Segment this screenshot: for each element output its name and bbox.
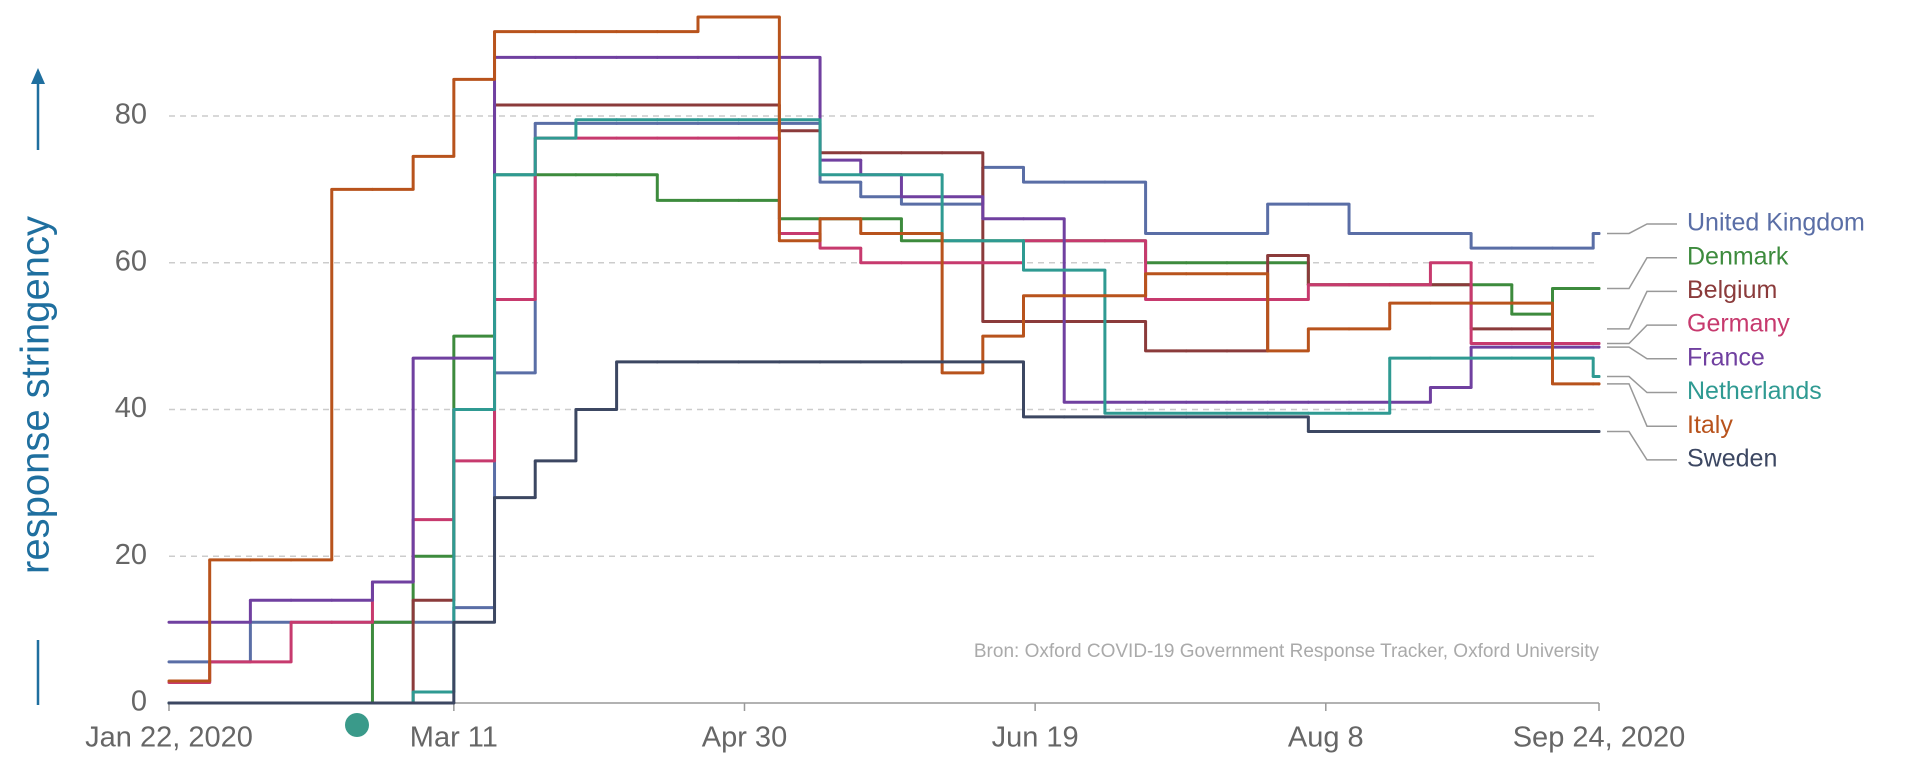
legend-label: Denmark bbox=[1687, 242, 1789, 270]
legend-label: Belgium bbox=[1687, 276, 1777, 304]
legend-label: France bbox=[1687, 343, 1765, 371]
series-line bbox=[167, 15, 1601, 683]
y-tick-label: 80 bbox=[115, 99, 147, 131]
series-line bbox=[167, 136, 1601, 684]
legend-connector bbox=[1607, 290, 1677, 330]
line-end bbox=[1597, 341, 1601, 345]
legend-connector bbox=[1607, 223, 1677, 235]
series-line bbox=[167, 118, 1601, 705]
x-tick-label: Sep 24, 2020 bbox=[1513, 722, 1686, 754]
y-tick-label: 60 bbox=[115, 245, 147, 277]
y-tick-label: 40 bbox=[115, 392, 147, 424]
legend-label: United Kingdom bbox=[1687, 209, 1865, 237]
line-end bbox=[1597, 231, 1601, 235]
y-tick-label: 0 bbox=[131, 686, 147, 718]
y-tick-label: 20 bbox=[115, 539, 147, 571]
series-line bbox=[167, 55, 1601, 624]
legend-connector bbox=[1607, 430, 1677, 461]
y-label-arrowhead bbox=[31, 68, 45, 84]
line-end bbox=[1597, 430, 1601, 434]
legend-connector bbox=[1607, 375, 1677, 394]
legend-label: Netherlands bbox=[1687, 377, 1822, 405]
y-axis-title: response stringency bbox=[14, 68, 58, 705]
timeline-marker bbox=[345, 713, 369, 737]
x-tick-label: Jan 22, 2020 bbox=[85, 722, 253, 754]
legend-label: Italy bbox=[1687, 411, 1733, 439]
x-tick-label: Mar 11 bbox=[410, 722, 498, 754]
x-tick-label: Aug 8 bbox=[1288, 722, 1364, 754]
line-end bbox=[1597, 286, 1601, 290]
legend-connector bbox=[1607, 256, 1677, 290]
legend-label: Sweden bbox=[1687, 445, 1777, 473]
line-end bbox=[1597, 382, 1601, 386]
legend-label: Germany bbox=[1687, 310, 1790, 338]
legend-connector bbox=[1607, 324, 1677, 345]
source-note: Bron: Oxford COVID-19 Government Respons… bbox=[974, 641, 1600, 662]
x-tick-label: Jun 19 bbox=[992, 722, 1079, 754]
y-label: response stringency bbox=[14, 216, 58, 574]
series-line bbox=[167, 360, 1601, 705]
line-end bbox=[1597, 345, 1601, 349]
series-line bbox=[167, 173, 1601, 705]
x-tick-label: Apr 30 bbox=[702, 722, 787, 754]
legend-connector bbox=[1607, 383, 1677, 427]
legend-connector bbox=[1607, 346, 1677, 360]
line-end bbox=[1597, 375, 1601, 379]
